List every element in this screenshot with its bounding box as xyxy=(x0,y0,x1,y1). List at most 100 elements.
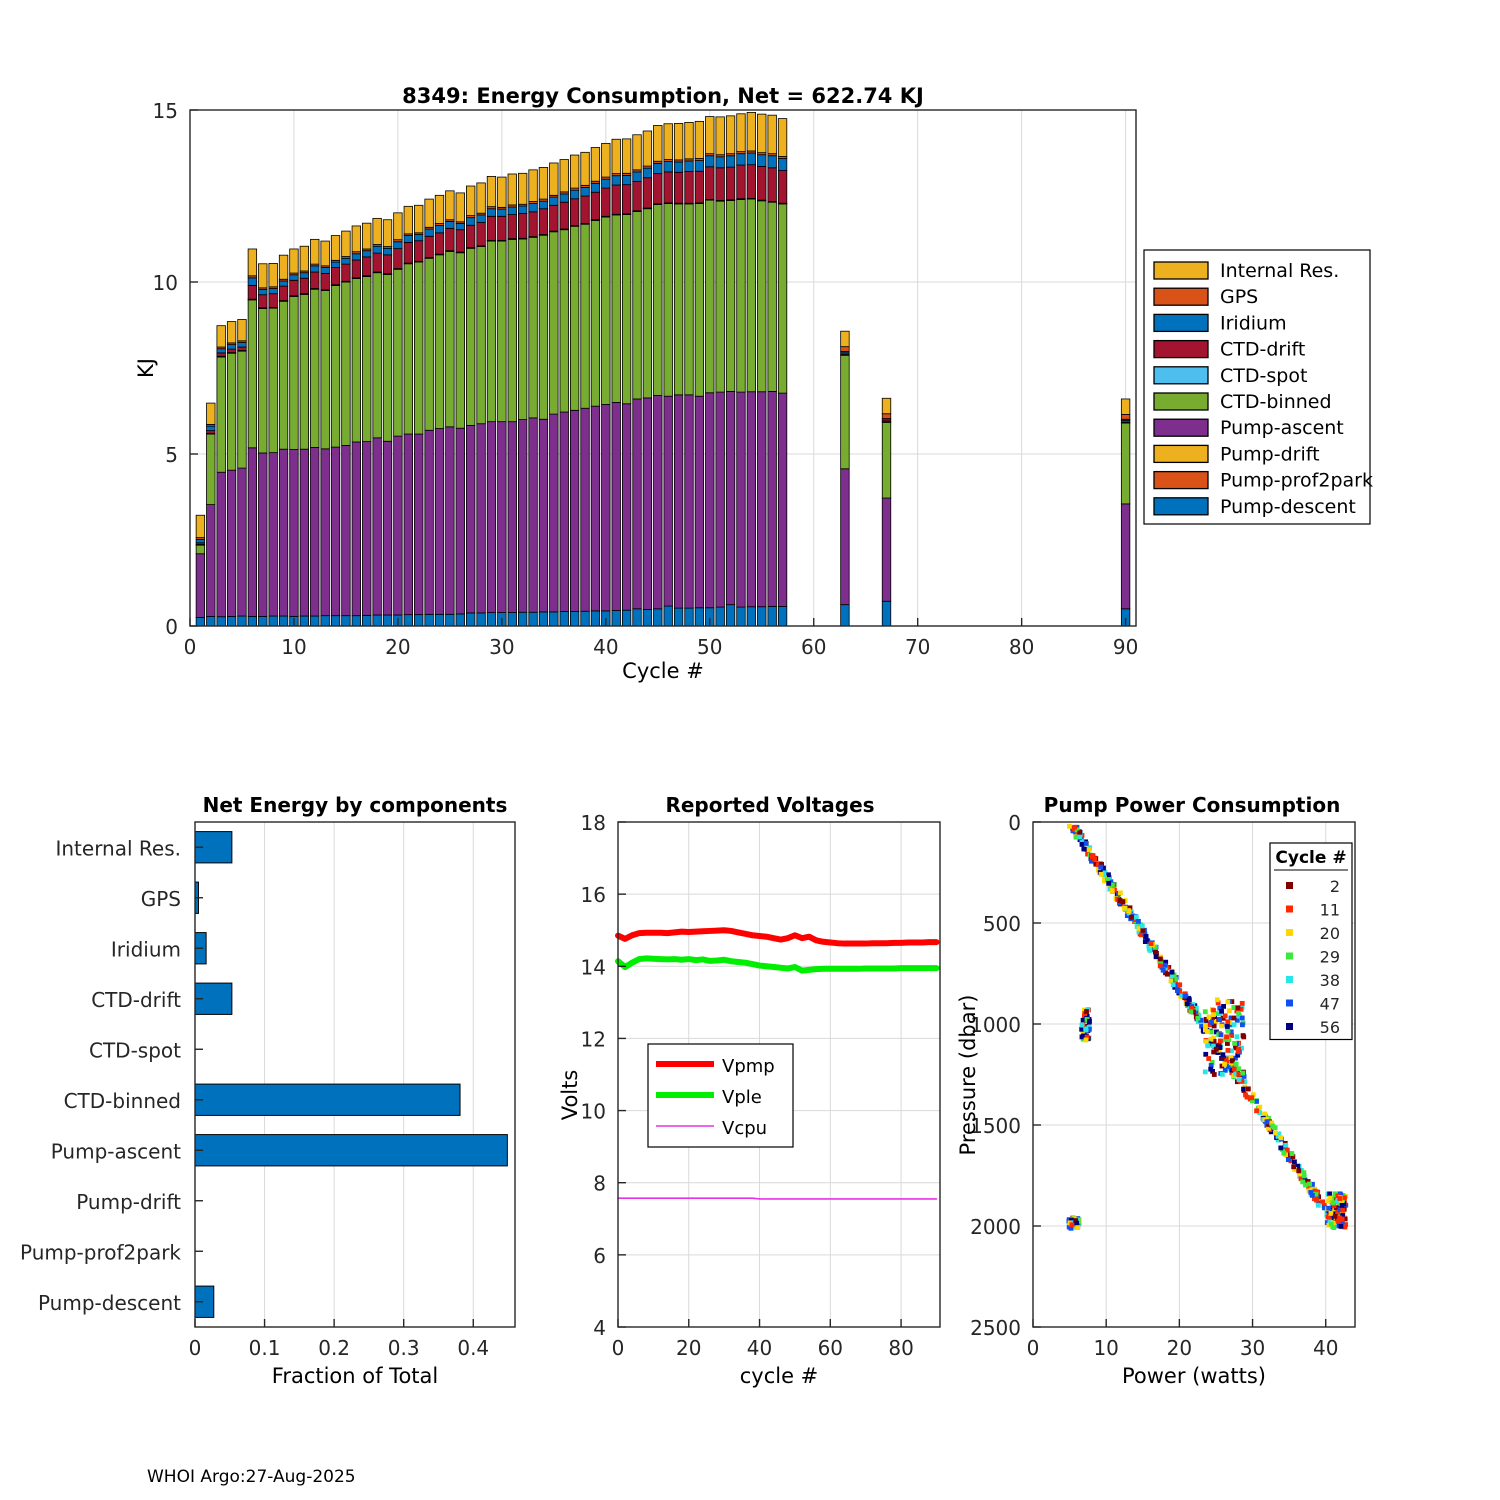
pump-legend-item-cycle-29[interactable]: 29 xyxy=(1286,948,1340,967)
legend-item-pump-prof2park[interactable]: Pump-prof2park xyxy=(1153,470,1373,492)
legend-item-vcpu[interactable]: Vcpu xyxy=(656,1118,767,1139)
main-chart-legend[interactable]: Internal Res. GPS Iridium CTD-drift CTD-spot… xyxy=(1143,249,1373,525)
stacked-bar xyxy=(538,167,549,627)
bar-segment-ctd-drift xyxy=(278,285,289,301)
scatter-point xyxy=(1217,1017,1222,1023)
components-chart-title: Net Energy by components xyxy=(203,793,508,817)
bar-segment-ctd-drift xyxy=(517,213,528,239)
bar-segment-ctd-drift xyxy=(455,229,465,253)
bar-segment-ctd-binned xyxy=(580,223,590,409)
pump-chart-points xyxy=(1066,823,1349,1231)
bar-segment-pump-ascent xyxy=(725,390,736,606)
voltages-chart-title: Reported Voltages xyxy=(665,793,874,817)
scatter-point xyxy=(1086,1026,1092,1032)
bar-segment-iridium xyxy=(330,261,341,268)
voltages-chart-legend[interactable]: Vpmp Vple Vcpu xyxy=(647,1043,794,1148)
bar-segment-pump-ascent xyxy=(247,447,258,617)
bar-segment-ctd-drift xyxy=(466,224,476,249)
bar-segment-pump-ascent xyxy=(497,421,507,613)
bar-segment-pump-descent xyxy=(684,607,694,627)
bar-segment-iridium xyxy=(247,277,258,286)
bar-segment-pump-ascent xyxy=(289,449,299,617)
bar-segment-pump-descent xyxy=(642,609,653,627)
legend-item-gps[interactable]: GPS xyxy=(1153,286,1258,308)
pump-ytick: 1500 xyxy=(970,1114,1021,1138)
bar-segment-ctd-drift xyxy=(476,222,486,247)
pump-legend-item-cycle-20[interactable]: 20 xyxy=(1286,924,1340,943)
main-xtick: 50 xyxy=(697,635,722,659)
legend-item-vpmp[interactable]: Vpmp xyxy=(656,1056,775,1077)
bar-segment-internal-res- xyxy=(226,321,237,344)
bar-segment-pump-descent xyxy=(715,606,725,627)
bar-segment-pump-descent xyxy=(881,600,892,627)
pump-legend-item-cycle-38[interactable]: 38 xyxy=(1286,971,1340,990)
legend-item-vple[interactable]: Vple xyxy=(656,1087,762,1108)
scatter-point xyxy=(1146,944,1152,949)
bar-segment-iridium xyxy=(206,425,216,432)
bar-segment-ctd-binned xyxy=(715,200,725,393)
legend-item-ctd-binned[interactable]: CTD-binned xyxy=(1153,391,1332,413)
bar-segment-pump-ascent xyxy=(881,497,892,602)
scatter-point xyxy=(1158,956,1163,962)
pump-legend-item-cycle-56[interactable]: 56 xyxy=(1286,1018,1340,1037)
bar-segment-pump-descent xyxy=(330,615,341,627)
scatter-point xyxy=(1203,1051,1209,1057)
bar-segment-ctd-drift xyxy=(434,232,445,255)
bar-segment-ctd-binned xyxy=(549,231,559,415)
bar-segment-pump-ascent xyxy=(705,392,715,609)
scatter-point xyxy=(1275,1133,1281,1139)
bar-segment-ctd-binned xyxy=(362,276,372,443)
scatter-point xyxy=(1221,1004,1226,1009)
legend-item-ctd-drift[interactable]: CTD-drift xyxy=(1153,339,1305,361)
scatter-point xyxy=(1222,1067,1228,1073)
bar-segment-iridium xyxy=(414,234,424,242)
bar-segment-internal-res- xyxy=(580,151,590,186)
scatter-point xyxy=(1209,1020,1214,1025)
scatter-point xyxy=(1073,1218,1079,1224)
bar-segment-internal-res- xyxy=(621,138,632,174)
bar-segment-pump-ascent xyxy=(268,452,278,617)
main-xtick: 20 xyxy=(385,635,410,659)
bar-segment-ctd-binned xyxy=(725,200,736,392)
bar-segment-internal-res- xyxy=(341,230,351,257)
scatter-point xyxy=(1307,1181,1312,1187)
pump-legend-item-cycle-2[interactable]: 2 xyxy=(1286,877,1340,896)
voltage-line-vpmp xyxy=(615,927,940,947)
components-chart-xaxis: 0 0.1 0.2 0.3 0.4 xyxy=(189,1319,489,1360)
legend-item-pump-drift[interactable]: Pump-drift xyxy=(1153,443,1320,465)
bar-segment-ctd-drift xyxy=(569,198,580,226)
bar-segment-pump-descent xyxy=(320,615,330,627)
stacked-bar xyxy=(580,151,590,627)
scatter-point xyxy=(1106,872,1111,878)
bar-segment-pump-ascent xyxy=(746,391,757,608)
bar-segment-pump-descent xyxy=(341,615,351,627)
pump-legend-item-cycle-11[interactable]: 11 xyxy=(1286,901,1340,920)
scatter-point xyxy=(1126,908,1132,914)
component-category-label: Iridium xyxy=(111,937,181,961)
legend-item-ctd-spot[interactable]: CTD-spot xyxy=(1153,365,1307,387)
scatter-point xyxy=(1143,934,1149,939)
pump-legend-item-cycle-47[interactable]: 47 xyxy=(1286,995,1340,1014)
bar-segment-internal-res- xyxy=(330,235,341,261)
pump-chart-legend[interactable]: Cycle # 2 11 20 29 38 47 56 xyxy=(1269,842,1353,1041)
scatter-point xyxy=(1193,1005,1199,1011)
scatter-point xyxy=(1342,1224,1348,1230)
legend-item-pump-ascent[interactable]: Pump-ascent xyxy=(1153,417,1344,439)
scatter-point xyxy=(1249,1095,1255,1101)
bar-segment-pump-descent xyxy=(590,610,601,627)
bar-segment-ctd-drift xyxy=(289,279,299,297)
bar-segment-iridium xyxy=(673,161,684,173)
scatter-point xyxy=(1325,1214,1331,1220)
pump-xtick: 40 xyxy=(1313,1336,1338,1360)
bar-segment-ctd-binned xyxy=(1120,422,1131,505)
legend-item-internal-res-[interactable]: Internal Res. xyxy=(1153,260,1339,282)
stacked-bar xyxy=(705,116,715,627)
legend-item-pump-descent[interactable]: Pump-descent xyxy=(1153,496,1356,518)
legend-label: 47 xyxy=(1320,995,1340,1014)
bar-segment-pump-descent xyxy=(403,614,413,627)
scatter-point xyxy=(1203,1027,1208,1033)
main-chart-title: 8349: Energy Consumption, Net = 622.74 K… xyxy=(402,84,924,108)
scatter-point xyxy=(1269,1120,1275,1126)
bar-segment-internal-res- xyxy=(559,159,569,193)
legend-item-iridium[interactable]: Iridium xyxy=(1153,312,1287,334)
